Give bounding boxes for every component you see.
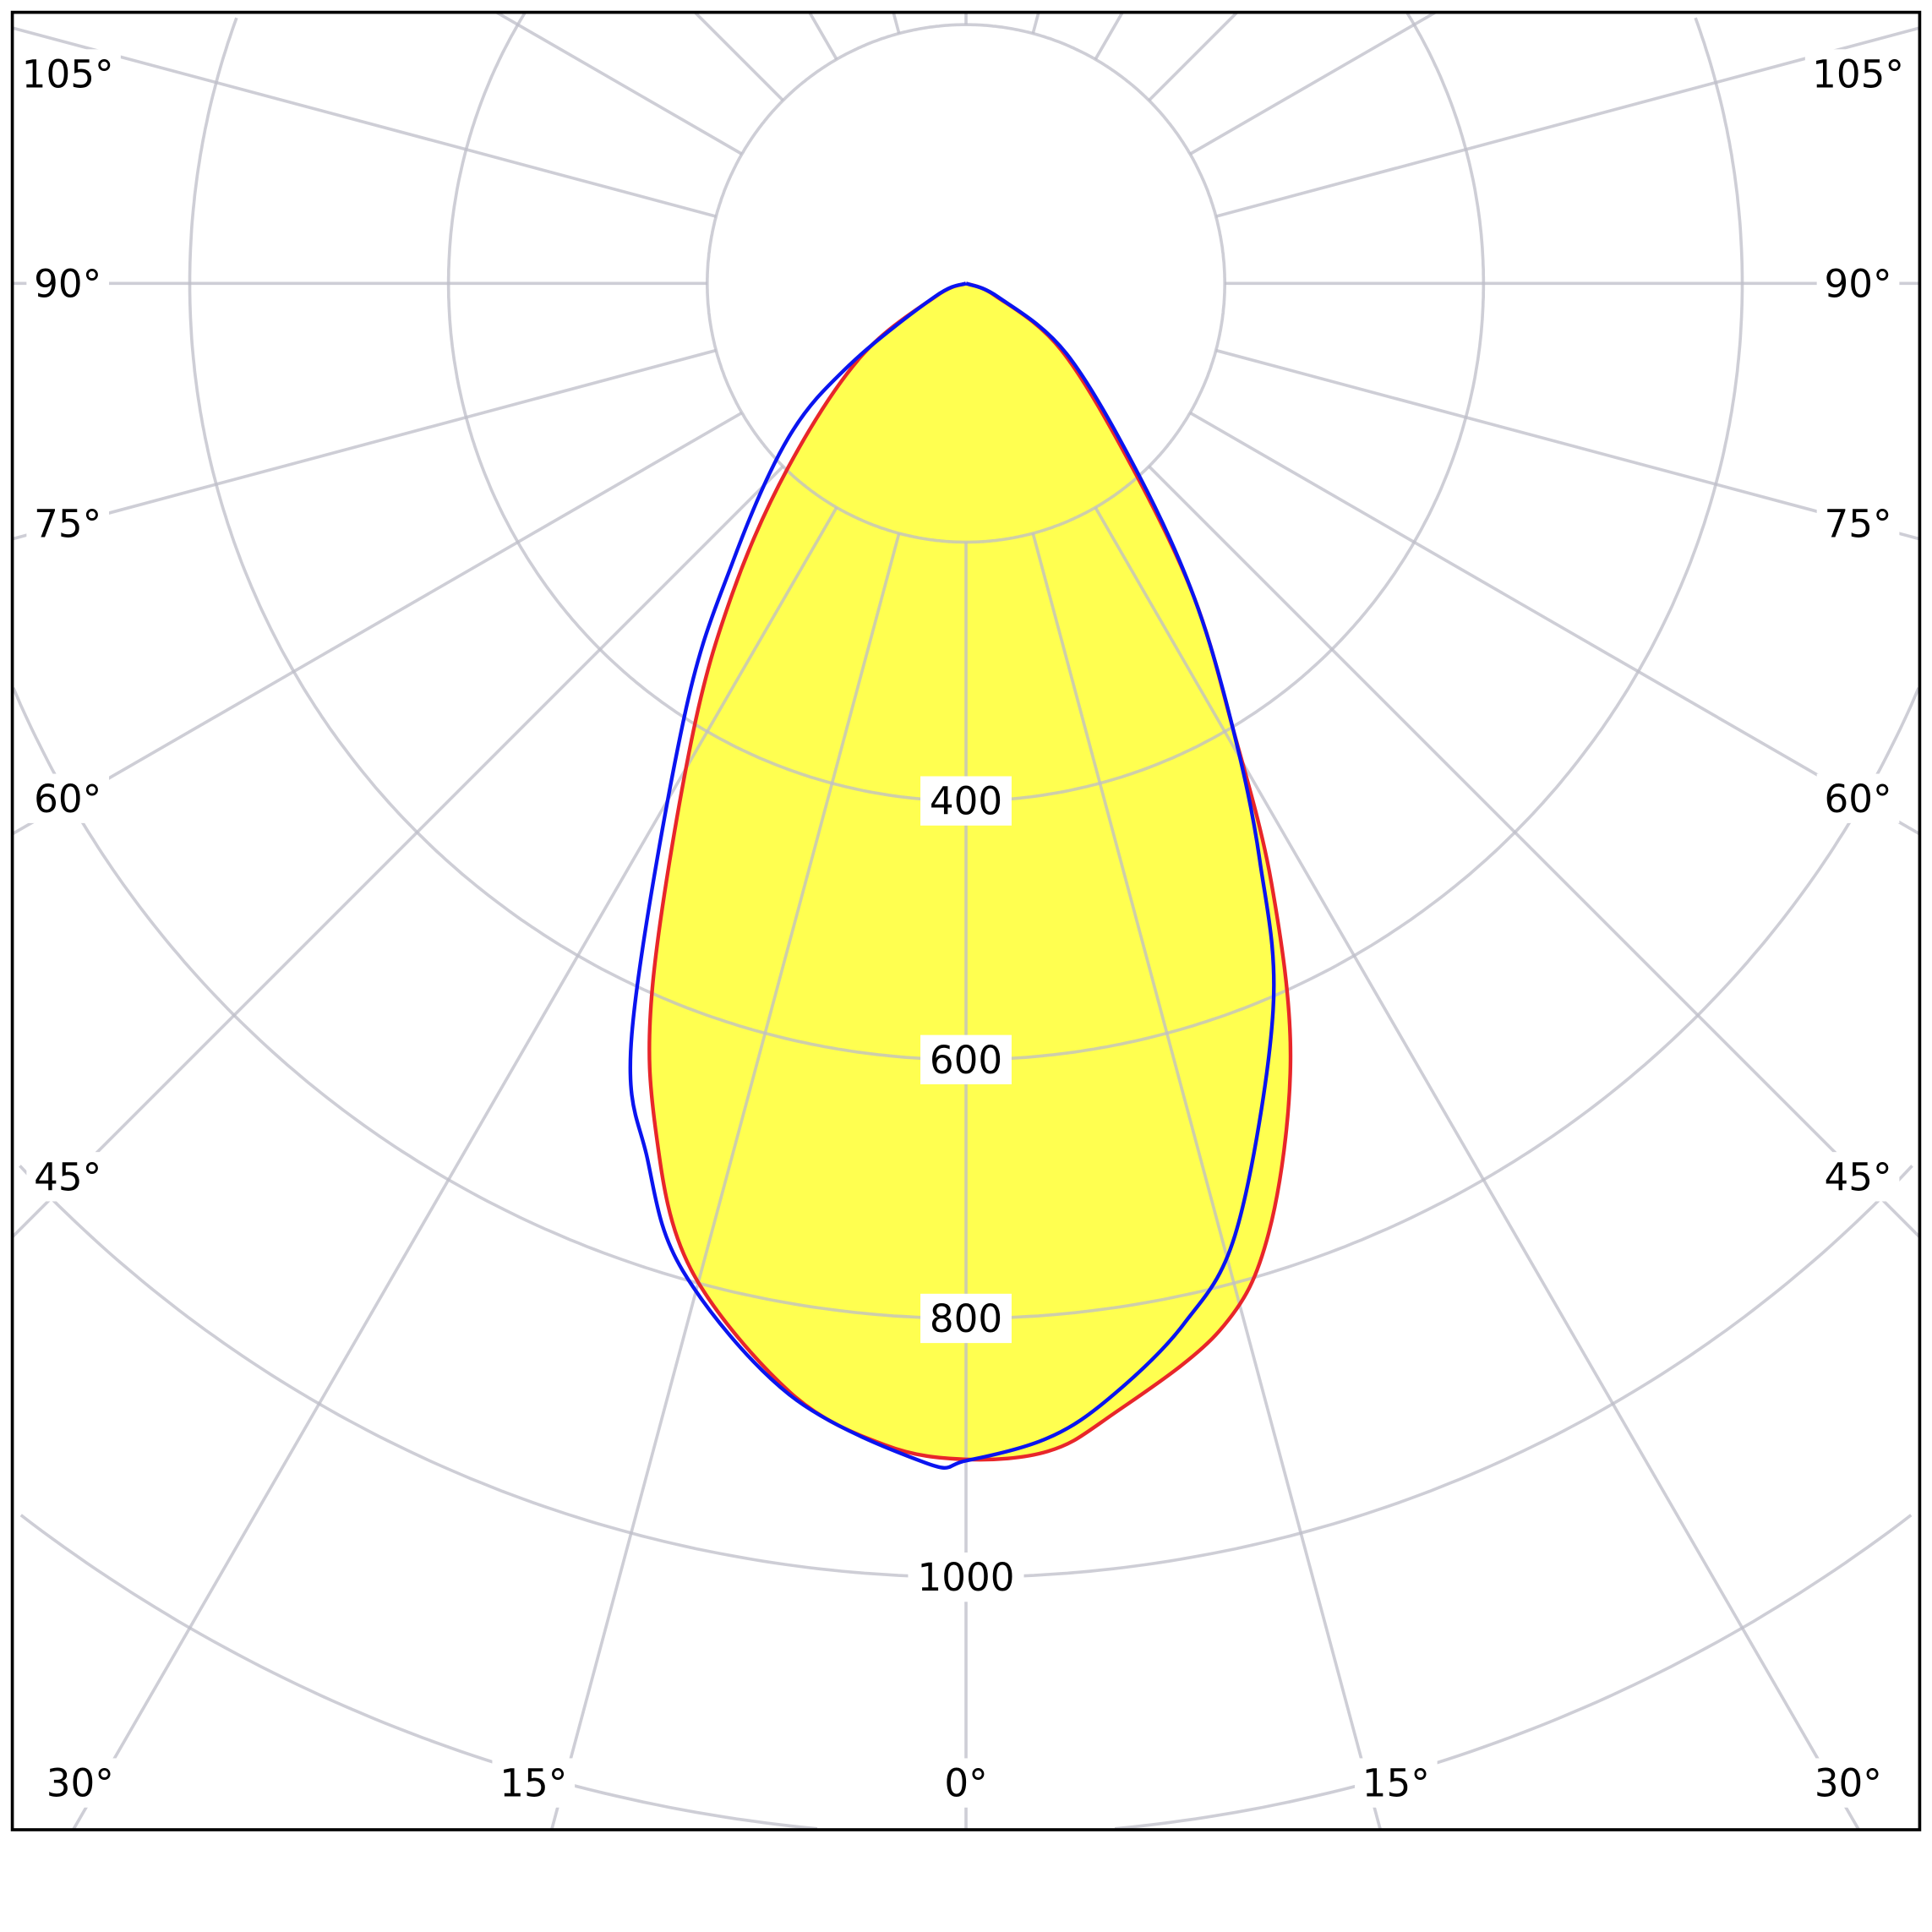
plot-frame — [10, 10, 1922, 1831]
grid-ring — [19, 1165, 1913, 1579]
angle-label-bottom: 15° — [499, 1761, 567, 1806]
polar-grid — [12, 12, 1920, 1830]
grid-spoke — [892, 12, 901, 35]
grid-spoke — [12, 465, 784, 1239]
angle-label-left: 60° — [34, 777, 101, 821]
radial-tick-label: 600 — [930, 1038, 1002, 1083]
curve-layer — [628, 281, 1293, 1470]
grid-ring — [188, 17, 1744, 1062]
angle-label-bg — [38, 1758, 122, 1808]
grid-spoke — [12, 26, 717, 218]
angle-label-left: 45° — [34, 1154, 101, 1199]
tick-label-bg — [920, 1034, 1012, 1084]
angle-labels: 105° 105° 90° 90° 75° 75° 60° 60° 45° 45° 30° 15° 0°… — [14, 49, 1912, 1808]
radial-tick-label: 400 — [930, 779, 1002, 824]
angle-label-bg — [1816, 499, 1900, 548]
angle-label-right: 45° — [1824, 1154, 1891, 1199]
angle-label-bg — [1816, 773, 1900, 823]
grid-spoke — [1031, 532, 1383, 1830]
angle-label-left: 105° — [22, 52, 114, 97]
grid-spoke — [1215, 348, 1920, 541]
tick-label-bg — [920, 1293, 1012, 1344]
grid-spoke — [1189, 12, 1437, 156]
angle-label-bottom: 0° — [944, 1761, 987, 1806]
angle-label-bg — [1807, 1758, 1890, 1808]
fill-layer — [649, 283, 1291, 1460]
angle-label-bg — [1804, 49, 1912, 99]
angle-label-left: 75° — [34, 502, 101, 547]
grid-spoke — [1094, 12, 1124, 61]
grid-ring — [446, 12, 1486, 803]
angle-label-bottom: 30° — [46, 1761, 114, 1806]
grid-spoke — [1094, 506, 1860, 1830]
grid-spoke — [1148, 465, 1920, 1239]
grid-spoke — [72, 506, 838, 1830]
angle-label-right: 105° — [1812, 52, 1904, 97]
grid-spoke — [1148, 12, 1239, 102]
angle-label-bottom: 15° — [1362, 1761, 1430, 1806]
grid-spoke — [808, 12, 838, 61]
angle-label-bottom: 30° — [1815, 1761, 1882, 1806]
angle-label-bg — [26, 773, 110, 823]
angle-label-bg — [1354, 1758, 1438, 1808]
grid-spoke — [12, 348, 717, 541]
series-fill — [649, 283, 1291, 1460]
grid-spoke — [1215, 26, 1920, 218]
radial-tick-label: 800 — [930, 1296, 1002, 1341]
angle-label-bg — [26, 499, 110, 548]
radial-tick-label: 1000 — [918, 1555, 1015, 1600]
grid-ring — [19, 1514, 1913, 1830]
angle-label-left: 90° — [34, 261, 101, 306]
tick-label-bg — [908, 1552, 1024, 1602]
grid-spoke — [495, 12, 743, 156]
angle-label-bg — [492, 1758, 576, 1808]
angle-label-bg — [936, 1758, 996, 1808]
angle-label-right: 60° — [1824, 777, 1891, 821]
angle-label-bg — [26, 259, 110, 308]
tick-label-bg — [920, 776, 1012, 826]
grid-spoke — [693, 12, 784, 102]
angle-label-bg — [1816, 259, 1900, 308]
angle-label-bg — [1816, 1152, 1900, 1202]
grid-spoke — [1189, 411, 1920, 836]
angle-label-right: 90° — [1824, 261, 1891, 306]
radial-tick-labels: 400 600 800 1000 — [908, 776, 1024, 1602]
grid-spoke — [1031, 12, 1040, 35]
angle-label-bg — [14, 49, 121, 99]
angle-label-bg — [26, 1152, 110, 1202]
series-curve — [628, 281, 1276, 1470]
angle-label-right: 75° — [1824, 502, 1891, 547]
grid-spoke — [12, 411, 743, 836]
grid-ring — [12, 687, 1920, 1320]
grid-spoke — [549, 532, 901, 1830]
